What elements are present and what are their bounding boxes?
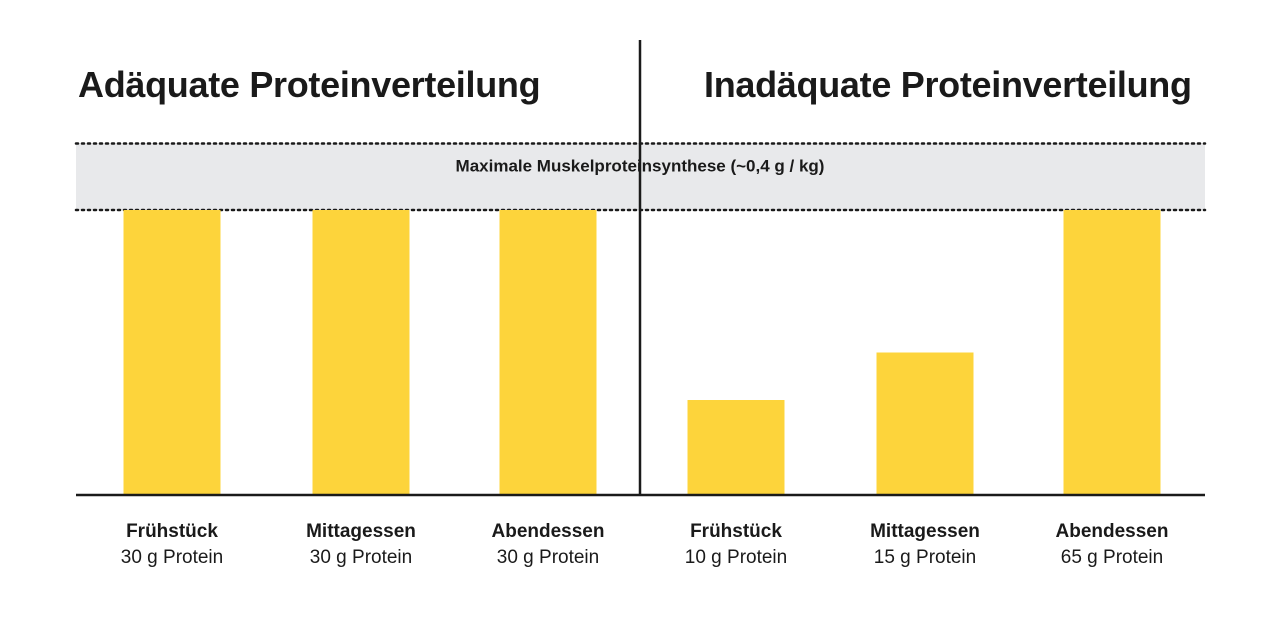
category-label: Frühstück [690, 521, 782, 542]
category-label: Mittagessen [870, 521, 980, 542]
value-label: 30 g Protein [310, 547, 412, 568]
bar-adequate-2 [499, 210, 597, 495]
value-label: 30 g Protein [497, 547, 599, 568]
bar-inadequate-2 [1063, 210, 1161, 495]
category-label: Mittagessen [306, 521, 416, 542]
value-label: 65 g Protein [1061, 547, 1163, 568]
category-label: Abendessen [1056, 521, 1169, 542]
value-label: 15 g Protein [874, 547, 976, 568]
bars-group [123, 210, 1161, 495]
category-label: Abendessen [492, 521, 605, 542]
bar-inadequate-0 [687, 400, 785, 495]
category-label: Frühstück [126, 521, 218, 542]
bar-adequate-0 [123, 210, 221, 495]
bar-adequate-1 [312, 210, 410, 495]
left-panel-title: Adäquate Proteinverteilung [78, 64, 541, 105]
value-label: 10 g Protein [685, 547, 787, 568]
value-label: 30 g Protein [121, 547, 223, 568]
bar-inadequate-1 [876, 352, 974, 495]
category-labels-group: Frühstück 30 g Protein Mittagessen 30 g Pro… [121, 521, 1169, 568]
right-panel-title: Inadäquate Proteinverteilung [704, 64, 1192, 105]
